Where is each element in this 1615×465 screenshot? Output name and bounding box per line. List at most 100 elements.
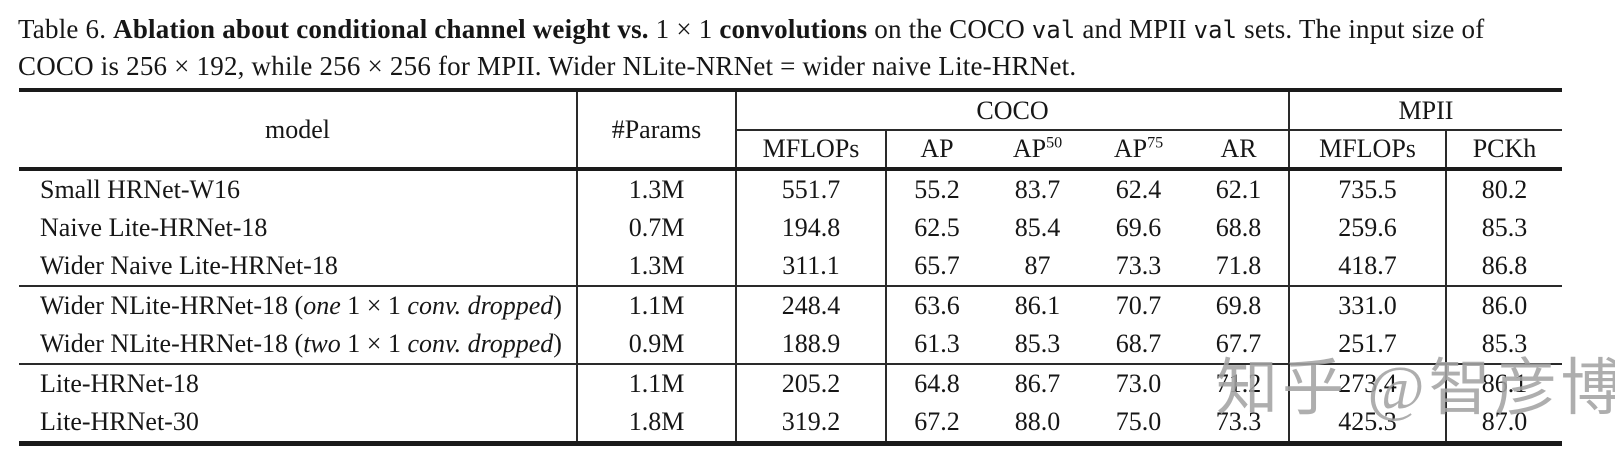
coco-ap-cell: 61.3: [885, 325, 987, 364]
coco-ap-cell: 65.7: [885, 247, 987, 286]
coco-mflops-cell: 551.7: [735, 169, 886, 209]
mpii-mflops-cell: 735.5: [1288, 169, 1446, 209]
mpii-mflops-cell: 259.6: [1288, 209, 1446, 247]
coco-ar-cell: 73.3: [1215, 407, 1262, 436]
params-cell: 1.1M: [576, 363, 736, 403]
model-cell: Lite-HRNet-30: [19, 403, 577, 444]
mpii-pckh-cell: 87.0: [1445, 403, 1562, 444]
model-cell: Wider NLite-HRNet-18 (two 1 × 1 conv. dr…: [19, 325, 577, 364]
text-part: 1 × 1: [340, 291, 408, 320]
params-cell: 0.7M: [576, 209, 736, 247]
text-part: val: [1193, 16, 1238, 44]
text-part: COCO is 256 × 192, while 256 × 256 for M…: [18, 51, 1077, 81]
coco-ap50-cell: 86.7: [987, 363, 1088, 403]
table-row: Lite-HRNet-18 1.1M 205.2 64.8 86.7 73.0 71.2 27…: [19, 363, 1562, 403]
text-part: Wider Naive Lite-HRNet-18: [40, 251, 338, 280]
col-header-mpii-pckh: PCKh: [1445, 130, 1562, 169]
text-part: AP: [1113, 134, 1148, 163]
text-part: Table 6.: [18, 14, 114, 44]
ablation-table: model #Params COCO MPII MFLOPs AP AP50 A…: [19, 88, 1562, 446]
params-cell: 1.3M: [576, 247, 736, 286]
mpii-pckh-cell: 86.1: [1445, 363, 1562, 403]
text-part: convolutions: [719, 14, 868, 44]
col-header-coco-ap75: AP75: [1088, 130, 1189, 169]
table-header: model #Params COCO MPII MFLOPs AP AP50 A…: [19, 90, 1562, 169]
coco-ap75-cell: 70.7: [1088, 285, 1189, 325]
coco-mflops-cell: 205.2: [735, 363, 886, 403]
text-part: 75: [1147, 134, 1164, 152]
mpii-pckh-cell: 80.2: [1445, 169, 1562, 209]
text-part: ): [553, 291, 562, 320]
coco-ar-cell: 71.2: [1189, 363, 1289, 403]
coco-mflops-cell: 248.4: [735, 285, 886, 325]
col-header-params: #Params: [576, 90, 736, 169]
col-group-coco: COCO: [735, 90, 1289, 131]
text-part: two: [303, 329, 341, 358]
text-part: Lite-HRNet-30: [40, 407, 199, 436]
coco-ap50-cell: 88.0: [1014, 407, 1061, 436]
coco-ap75-cell: 68.7: [1115, 329, 1162, 358]
table-caption: Table 6. Ablation about conditional chan…: [0, 0, 1615, 84]
col-group-mpii: MPII: [1288, 90, 1562, 131]
coco-ar-cell: 62.1: [1215, 175, 1262, 204]
model-cell: Wider Naive Lite-HRNet-18: [19, 247, 577, 286]
mpii-mflops-cell: 273.4: [1288, 363, 1446, 403]
coco-ap-cell: 64.8: [885, 363, 987, 403]
coco-mflops-cell: 311.1: [735, 247, 886, 286]
table-row: Naive Lite-HRNet-18 0.7M 194.8 62.5 85.4 69.6…: [19, 209, 1562, 247]
coco-ap-cell: 63.6: [885, 285, 987, 325]
text-part: val: [1031, 16, 1076, 44]
text-part: Lite-HRNet-18: [40, 369, 199, 398]
coco-ap-cell: 67.2: [885, 403, 987, 444]
coco-ap50-cell: 85.4: [1014, 213, 1061, 242]
model-cell: Small HRNet-W16: [19, 169, 577, 209]
header-sub-row: MFLOPs AP AP50 AP75 AR MFLOPs PCKh: [19, 130, 1562, 169]
text-part: Small HRNet-W16: [40, 175, 241, 204]
mpii-mflops-cell: 425.3: [1288, 403, 1446, 444]
model-cell: Lite-HRNet-18: [19, 363, 577, 403]
text-part: conv. dropped: [407, 291, 554, 320]
text-part: PCKh: [1472, 134, 1537, 163]
text-part: AP: [920, 134, 954, 163]
table-row: Wider NLite-HRNet-18 (one 1 × 1 conv. dr…: [19, 285, 1562, 325]
table-row: Small HRNet-W16 1.3M 551.7 55.2 83.7 62.4 62.1…: [19, 169, 1562, 209]
coco-mflops-cell: 319.2: [735, 403, 886, 444]
text-part: 50: [1046, 134, 1063, 152]
mpii-pckh-cell: 85.3: [1445, 325, 1562, 364]
text-part: 1 × 1: [648, 14, 720, 44]
mpii-mflops-cell: 418.7: [1288, 247, 1446, 286]
coco-ar-cell: 69.8: [1189, 285, 1289, 325]
mpii-pckh-cell: 86.8: [1445, 247, 1562, 286]
caption-line-2: COCO is 256 × 192, while 256 × 256 for M…: [18, 48, 1599, 84]
header-group-row: model #Params COCO MPII: [19, 90, 1562, 169]
col-header-model: model: [265, 114, 330, 144]
coco-mflops-cell: 188.9: [735, 325, 886, 364]
params-cell: 0.9M: [576, 325, 736, 364]
coco-ar-cell: 67.7: [1215, 329, 1262, 358]
params-cell: 1.8M: [576, 403, 736, 444]
coco-ap75-cell: 73.3: [1115, 251, 1162, 280]
col-header-coco-mflops: MFLOPs: [735, 130, 886, 169]
text-part: Ablation about conditional channel weigh…: [113, 14, 649, 44]
coco-ap75-cell: 69.6: [1115, 213, 1162, 242]
mpii-pckh-cell: 85.3: [1445, 209, 1562, 247]
text-part: AR: [1220, 134, 1257, 163]
text-part: conv. dropped: [407, 329, 554, 358]
text-part: and MPII: [1075, 14, 1194, 44]
text-part: MFLOPs: [762, 134, 860, 163]
coco-mflops-cell: 194.8: [735, 209, 886, 247]
mpii-pckh-cell: 86.0: [1445, 285, 1562, 325]
table-row: Wider NLite-HRNet-18 (two 1 × 1 conv. dr…: [19, 325, 1562, 364]
coco-ap50-cell: 86.1: [987, 285, 1088, 325]
text-part: one: [303, 291, 341, 320]
text-part: Naive Lite-HRNet-18: [40, 213, 268, 242]
coco-ar-cell: 71.8: [1215, 251, 1262, 280]
text-part: ): [553, 329, 562, 358]
col-header-coco-ap50: AP50: [987, 130, 1088, 169]
coco-ap75-cell: 75.0: [1115, 407, 1162, 436]
table-row: Wider Naive Lite-HRNet-18 1.3M 311.1 65.7 87…: [19, 247, 1562, 286]
coco-ap50-cell: 83.7: [1014, 175, 1061, 204]
text-part: Wider NLite-HRNet-18 (: [40, 291, 304, 320]
mpii-mflops-cell: 251.7: [1288, 325, 1446, 364]
